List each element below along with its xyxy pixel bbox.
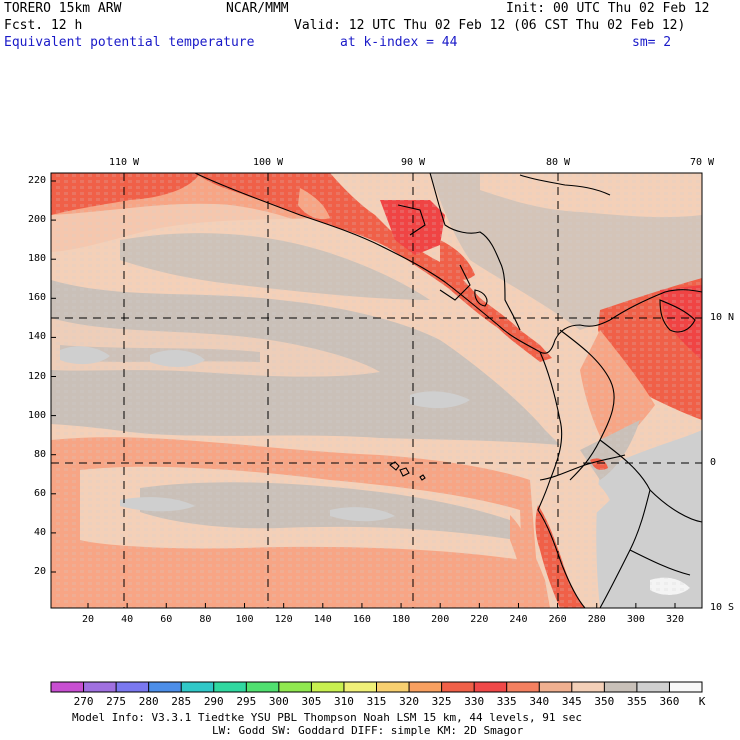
x-tick-label: 140	[313, 614, 332, 625]
colorbar-swatch	[51, 682, 84, 692]
x-tick-label: 180	[392, 614, 411, 625]
colorbar-label: 350	[594, 695, 615, 708]
y-tick-label: 20	[33, 566, 46, 577]
colorbar-swatch	[181, 682, 214, 692]
y-tick-label: 100	[27, 409, 46, 421]
smoothing-info: sm= 2	[632, 35, 672, 50]
colorbar-label: 340	[529, 695, 550, 708]
colorbar-unit: K	[698, 695, 706, 708]
colorbar	[50, 681, 703, 693]
colorbar-swatch	[604, 682, 637, 692]
colorbar-swatch	[409, 682, 442, 692]
x-tick-label: 160	[352, 614, 371, 625]
x-tick-label: 20	[81, 614, 95, 625]
colorbar-swatch	[539, 682, 572, 692]
x-tick-label: 80	[199, 614, 212, 625]
colorbar-label: 320	[399, 695, 419, 708]
model-info-line1: Model Info: V3.3.1 Tiedtke YSU PBL Thomp…	[72, 711, 582, 724]
lat-lon-grid	[51, 173, 702, 608]
x-tick-label: 100	[235, 614, 254, 625]
colorbar-swatch	[636, 682, 670, 692]
x-tick-label: 60	[160, 614, 173, 625]
lat-label: 0	[710, 457, 717, 468]
colorbar-swatch	[83, 682, 117, 692]
colorbar-label: 335	[496, 695, 517, 708]
field-name: Equivalent potential temperature	[4, 35, 255, 50]
x-tick-label: 320	[665, 614, 685, 625]
colorbar-swatch	[474, 682, 507, 692]
forecast-hour: Fcst. 12 h	[4, 18, 83, 33]
colorbar-label: 290	[203, 695, 224, 708]
y-tick-label: 160	[27, 292, 46, 304]
x-tick-label: 220	[470, 614, 489, 625]
colorbar-swatch	[376, 682, 410, 692]
colorbar-swatch	[343, 682, 377, 692]
colorbar-swatch	[441, 682, 475, 692]
level-info: at k-index = 44	[340, 35, 458, 50]
colorbar-label: 330	[464, 695, 485, 708]
colorbar-swatch	[246, 682, 279, 692]
x-tick-label: 280	[587, 614, 606, 625]
x-tick-label: 40	[121, 614, 134, 625]
init-time: Init: 00 UTC Thu 02 Feb 12	[506, 1, 710, 16]
y-tick-label: 200	[27, 214, 46, 226]
y-tick-label: 180	[27, 253, 46, 265]
lat-label: 10 S	[710, 602, 735, 613]
axis-ticks	[51, 180, 676, 608]
colorbar-label: 295	[236, 695, 257, 708]
x-tick-label: 260	[548, 614, 567, 625]
colorbar-label: 345	[561, 695, 582, 708]
colorbar-label: 360	[659, 695, 680, 708]
coastlines	[194, 173, 702, 608]
y-tick-label: 60	[33, 487, 46, 499]
model-info-line2: LW: Godd SW: Goddard DIFF: simple KM: 2D…	[212, 724, 524, 737]
y-tick-label: 80	[33, 448, 46, 460]
lon-label: 110 W	[108, 157, 140, 168]
colorbar-label: 310	[334, 695, 354, 708]
colorbar-swatch	[213, 682, 247, 692]
colorbar-label: 285	[171, 695, 192, 708]
x-tick-label: 200	[431, 614, 450, 625]
map-frame	[50, 172, 703, 609]
lon-label: 90 W	[400, 157, 426, 168]
colorbar-label: 305	[301, 695, 322, 708]
valid-time: Valid: 12 UTC Thu 02 Feb 12 (06 CST Thu …	[294, 18, 686, 33]
y-tick-label: 220	[27, 175, 46, 186]
x-tick-label: 300	[626, 614, 645, 625]
colorbar-swatch	[311, 682, 344, 692]
colorbar-label: 325	[431, 695, 452, 708]
x-tick-label: 120	[274, 614, 293, 625]
colorbar-label: 280	[138, 695, 159, 708]
y-tick-label: 40	[33, 526, 46, 538]
colorbar-swatch	[506, 682, 540, 692]
y-tick-label: 140	[27, 331, 46, 343]
colorbar-swatch	[116, 682, 149, 692]
colorbar-label: 300	[268, 695, 289, 708]
model-name: TORERO 15km ARW	[4, 1, 122, 16]
map-field	[51, 173, 702, 608]
x-tick-label: 240	[509, 614, 528, 625]
lon-label: 70 W	[689, 157, 715, 168]
colorbar-swatch	[148, 682, 182, 692]
lat-label: 10 N	[710, 312, 735, 323]
center-name: NCAR/MMM	[226, 1, 289, 16]
colorbar-label: 275	[106, 695, 127, 708]
colorbar-label: 270	[73, 695, 94, 708]
colorbar-label: 355	[626, 695, 647, 708]
y-tick-label: 120	[27, 370, 46, 382]
colorbar-swatch	[571, 682, 605, 692]
lon-label: 80 W	[545, 157, 571, 168]
lon-label: 100 W	[252, 157, 284, 168]
colorbar-swatch	[278, 682, 312, 692]
colorbar-label: 315	[366, 695, 387, 708]
colorbar-swatch	[669, 682, 702, 692]
